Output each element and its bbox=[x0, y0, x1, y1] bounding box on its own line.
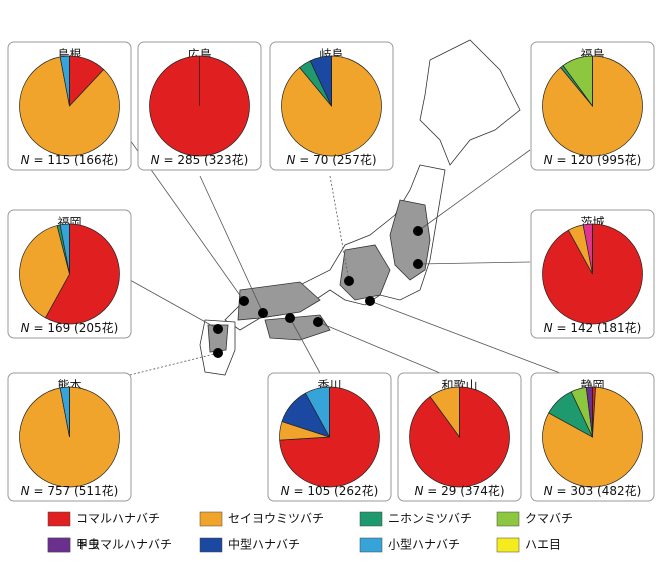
legend-swatch bbox=[47, 511, 71, 527]
sample-text: = 757 (511花) bbox=[30, 483, 119, 498]
sample-caption: N = 169 (205花) bbox=[21, 320, 119, 335]
legend-label: 中型ハナバチ bbox=[228, 537, 300, 552]
sample-label: N bbox=[286, 153, 295, 167]
sample-label: N bbox=[544, 153, 553, 167]
sample-caption: N = 285 (323花) bbox=[151, 152, 249, 167]
sample-caption: N = 115 (166花) bbox=[21, 152, 119, 167]
sample-label: N bbox=[151, 153, 160, 167]
legend-label: コマルハナバチ bbox=[76, 512, 160, 526]
sample-caption: N = 105 (262花) bbox=[281, 483, 379, 498]
legend-swatch bbox=[359, 511, 383, 527]
sample-text: = 169 (205花) bbox=[30, 320, 119, 335]
pie-slice bbox=[44, 223, 120, 325]
sample-text: = 29 (374花) bbox=[423, 483, 504, 498]
sample-text: = 142 (181花) bbox=[553, 320, 642, 335]
pie-slice bbox=[19, 56, 120, 157]
sample-caption: N = 120 (995花) bbox=[544, 152, 642, 167]
legend-swatch bbox=[359, 537, 383, 553]
legend-swatch bbox=[47, 537, 71, 553]
sample-caption: N = 303 (482花) bbox=[544, 483, 642, 498]
sample-text: = 115 (166花) bbox=[30, 152, 119, 167]
sample-label: N bbox=[281, 484, 290, 498]
legend-label: トラマルハナバチ bbox=[76, 538, 172, 552]
sample-text: = 303 (482花) bbox=[553, 483, 642, 498]
sample-text: = 120 (995花) bbox=[553, 152, 642, 167]
sample-label: N bbox=[544, 484, 553, 498]
legend-label: ニホンミツバチ bbox=[388, 512, 472, 526]
sample-text: = 70 (257花) bbox=[295, 152, 376, 167]
legend-swatch bbox=[199, 511, 223, 527]
legend-label: 甲虫 bbox=[76, 538, 100, 552]
sample-label: N bbox=[21, 153, 30, 167]
sample-label: N bbox=[544, 321, 553, 335]
sample-text: = 285 (323花) bbox=[160, 152, 249, 167]
sample-caption: N = 757 (511花) bbox=[21, 483, 119, 498]
legend-label: セイヨウミツバチ bbox=[228, 512, 324, 526]
legend-swatch bbox=[199, 537, 223, 553]
legend-label: 小型ハナバチ bbox=[388, 538, 460, 552]
legend-label: クマバチ bbox=[525, 512, 573, 526]
legend-swatch bbox=[496, 511, 520, 527]
sample-label: N bbox=[414, 484, 423, 498]
pie-slice bbox=[19, 225, 70, 319]
legend-label: ハエ目 bbox=[525, 538, 561, 552]
sample-label: N bbox=[21, 321, 30, 335]
sample-caption: N = 142 (181花) bbox=[544, 320, 642, 335]
sample-label: N bbox=[21, 484, 30, 498]
sample-text: = 105 (262花) bbox=[290, 483, 379, 498]
legend-swatch bbox=[496, 537, 520, 553]
sample-caption: N = 29 (374花) bbox=[414, 483, 504, 498]
sample-caption: N = 70 (257花) bbox=[286, 152, 376, 167]
